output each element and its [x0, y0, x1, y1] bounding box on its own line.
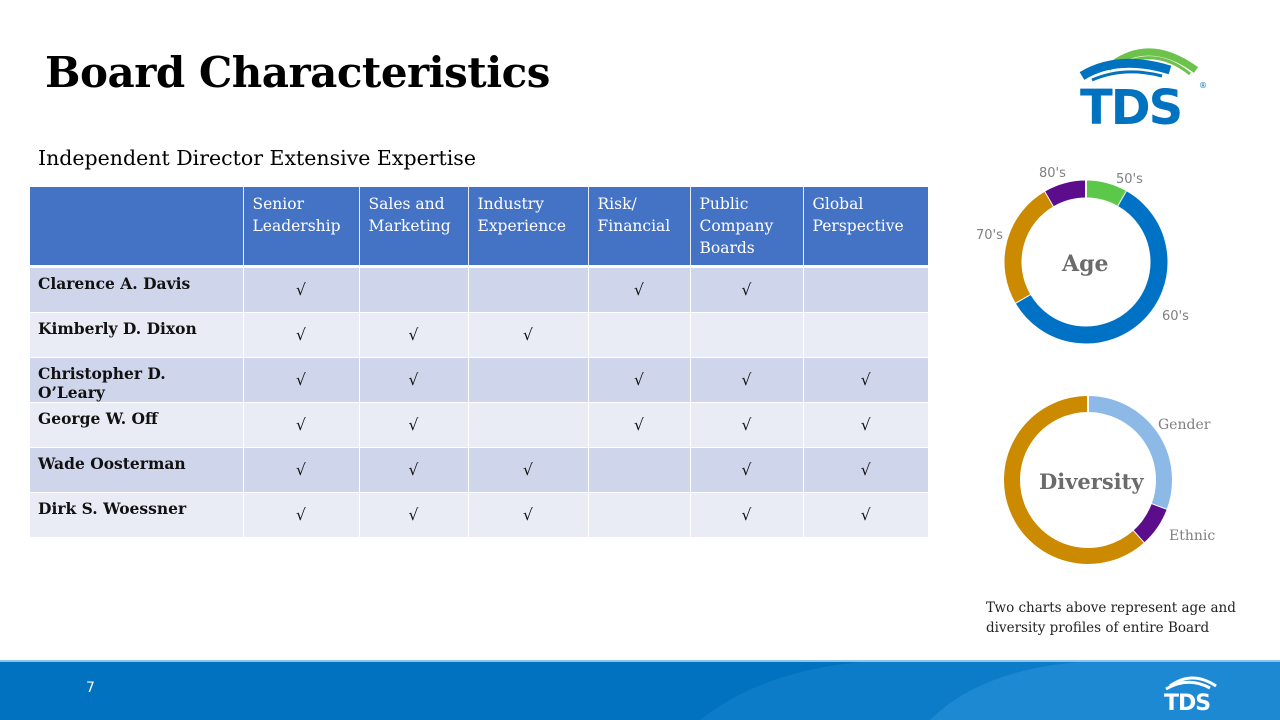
footer-bar: 7 TDS: [0, 662, 1280, 720]
check-cell: √: [243, 266, 360, 313]
age-donut-chart: [1004, 180, 1168, 344]
check-cell: √: [359, 312, 469, 358]
header-sales-marketing: Sales and Marketing: [359, 187, 469, 267]
director-name: Dirk S. Woessner: [30, 492, 244, 537]
check-cell: √: [690, 357, 804, 403]
table-row: Wade Oosterman √ √ √ √ √: [30, 447, 928, 493]
check-cell: √: [588, 357, 691, 403]
header-senior-leadership: Senior Leadership: [243, 187, 360, 267]
footer-divider: [0, 660, 1280, 663]
donut-segment: [1045, 180, 1087, 207]
donut-segment: [1085, 180, 1127, 207]
age-label-50s: 50's: [1116, 172, 1143, 187]
check-cell: [359, 266, 469, 313]
footer-tds-logo: TDS: [1164, 676, 1217, 712]
check-cell: √: [690, 447, 804, 493]
check-cell: [468, 266, 589, 313]
check-cell: √: [690, 266, 804, 313]
check-cell: √: [243, 492, 360, 537]
donut-segment: [1004, 396, 1144, 564]
check-cell: √: [243, 402, 360, 448]
donut-segment: [1015, 191, 1168, 344]
diversity-donut-chart: [1004, 395, 1172, 564]
check-cell: √: [359, 357, 469, 403]
check-cell: √: [690, 402, 804, 448]
director-name: Clarence A. Davis: [30, 266, 244, 313]
check-cell: √: [468, 312, 589, 358]
table-row: Kimberly D. Dixon √ √ √: [30, 312, 928, 358]
director-name: George W. Off: [30, 402, 244, 448]
check-cell: [803, 312, 928, 358]
check-cell: [588, 492, 691, 537]
table-row: Clarence A. Davis √ √ √: [30, 266, 928, 313]
diversity-label-gender: Gender: [1158, 417, 1211, 433]
check-cell: [690, 312, 804, 358]
check-cell: √: [243, 357, 360, 403]
diversity-label-ethnic: Ethnic: [1169, 528, 1216, 544]
check-cell: √: [359, 402, 469, 448]
director-name: Wade Oosterman: [30, 447, 244, 493]
svg-text:TDS: TDS: [1080, 80, 1181, 128]
check-cell: √: [803, 492, 928, 537]
svg-text:®: ®: [1199, 81, 1207, 90]
donut-segment: [1132, 503, 1167, 543]
table-row: George W. Off √ √ √ √ √: [30, 402, 928, 448]
footer-swoosh-decoration: [700, 662, 1280, 720]
expertise-table: Senior Leadership Sales and Marketing In…: [30, 187, 928, 537]
check-cell: [803, 266, 928, 313]
age-label-80s: 80's: [1039, 166, 1066, 181]
check-cell: √: [359, 447, 469, 493]
header-public-company-boards: Public Company Boards: [690, 187, 804, 267]
check-cell: √: [359, 492, 469, 537]
age-label-60s: 60's: [1162, 309, 1189, 324]
check-cell: [468, 357, 589, 403]
check-cell: √: [243, 447, 360, 493]
check-cell: √: [588, 266, 691, 313]
check-cell: [588, 312, 691, 358]
check-cell: √: [588, 402, 691, 448]
table-header-row: Senior Leadership Sales and Marketing In…: [30, 187, 928, 267]
check-cell: √: [803, 447, 928, 493]
charts-footnote: Two charts above represent age and diver…: [986, 600, 1236, 636]
age-label-70s: 70's: [976, 228, 1003, 243]
header-risk-financial: Risk/ Financial: [588, 187, 691, 267]
header-name-column: [30, 187, 244, 267]
age-chart-title: Age: [1062, 251, 1109, 277]
director-name: Christopher D. O’Leary: [30, 357, 244, 403]
table-row: Dirk S. Woessner √ √ √ √ √: [30, 492, 928, 537]
check-cell: √: [468, 492, 589, 537]
tds-logo: TDS ®: [1079, 48, 1207, 128]
check-cell: √: [803, 402, 928, 448]
check-cell: √: [243, 312, 360, 358]
table-subtitle: Independent Director Extensive Expertise: [38, 146, 476, 170]
check-cell: [588, 447, 691, 493]
donut-segment: [1004, 191, 1054, 303]
page-number: 7: [86, 680, 95, 696]
diversity-chart-title: Diversity: [1039, 469, 1144, 494]
table-row: Christopher D. O’Leary √ √ √ √ √: [30, 357, 928, 403]
header-industry-experience: Industry Experience: [468, 187, 589, 267]
header-global-perspective: Global Perspective: [803, 187, 928, 267]
director-name: Kimberly D. Dixon: [30, 312, 244, 358]
slide-title: Board Characteristics: [45, 48, 550, 97]
donut-segment: [1087, 396, 1172, 510]
check-cell: √: [468, 447, 589, 493]
svg-text:TDS: TDS: [1164, 691, 1210, 712]
check-cell: √: [690, 492, 804, 537]
check-cell: √: [803, 357, 928, 403]
check-cell: [468, 402, 589, 448]
